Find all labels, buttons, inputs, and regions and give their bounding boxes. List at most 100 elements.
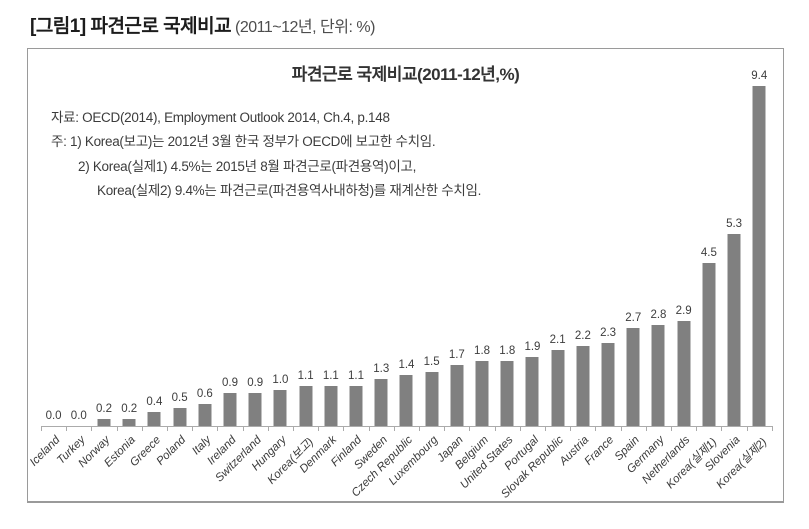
bar [248,393,262,426]
plot-area: 0.0 Iceland 0.0 Turkey 0.2 Norway 0.2 Estonia 0.… [27,70,773,501]
bar-value-label: 1.7 [448,349,465,361]
bar-value-label: 2.2 [574,330,591,342]
bar-slot: 0.6 Italy [190,87,217,457]
axis-tick [469,426,471,431]
bar-slot: 9.4 Korea(실제2) [715,70,773,491]
bar-value-label: 1.0 [272,374,289,386]
bar [273,390,287,426]
bar-value-label: 2.3 [600,327,617,339]
bar-slot: 0.2 Norway [76,87,116,470]
bar [122,419,136,426]
bar [525,357,539,426]
bar [576,346,590,426]
bar-slot: 1.8 Belgium [453,87,494,472]
axis-tick [141,426,143,431]
axis-tick [66,426,68,431]
bar [500,361,514,426]
axis-tick [217,426,219,431]
bar-value-label: 1.5 [423,356,440,368]
axis-tick [746,426,748,431]
bar-value-label: 9.4 [751,70,768,82]
bar-value-label: 0.9 [247,377,264,389]
chart-panel: 파견근로 국제비교(2011-12년,%) 자료: OECD(2014), Em… [27,48,784,503]
axis-tick [696,426,698,431]
bar-slot: 1.1 Denmark [298,87,343,475]
bar [651,325,665,426]
axis-tick [595,426,597,431]
axis-tick [267,426,269,431]
bar [173,408,187,426]
figure-caption: [그림1] 파견근로 국제비교 (2011~12년, 단위: %) [30,11,375,38]
bar-value-label: 2.7 [625,312,642,324]
axis-tick [519,426,521,431]
bar-slot: 5.3 Slovenia [703,87,746,474]
bar [450,365,464,426]
axis-tick [91,426,93,431]
axis-tick [368,426,370,431]
axis-tick [192,426,194,431]
bar-value-label: 0.0 [70,410,87,422]
bar-value-label: 1.4 [398,359,415,371]
bar-slot: 2.3 France [583,87,620,468]
figure-caption-title: [그림1] 파견근로 국제비교 [30,16,232,37]
axis-tick [444,426,446,431]
bar [727,234,741,426]
bar [601,343,615,426]
bar-slot: 0.0 Iceland [27,87,66,469]
bar [551,350,565,426]
bar-slot: 1.1 Korea(보고) [266,87,318,487]
note-line-1: 주: 1) Korea(보고)는 2012년 3월 한국 정부가 OECD에 보… [51,134,436,150]
bar-value-label: 2.1 [549,334,566,346]
axis-tick [393,426,395,431]
bar-value-label: 1.1 [297,370,314,382]
bar-slot: 1.1 Finland [329,87,368,469]
bar-value-label: 2.8 [650,309,667,321]
axis-tick [620,426,622,431]
axis-tick [293,426,295,431]
bar-value-label: 0.6 [196,388,213,400]
bar-value-label: 1.8 [474,345,491,357]
bar-value-label: 0.4 [146,396,163,408]
bar-slot: 0.0 Turkey [55,87,91,467]
bar-value-label: 1.8 [499,345,516,357]
bar-slot: 0.9 Ireland [205,87,242,467]
axis-tick [41,426,42,431]
bar-slot: 2.7 Spain [612,87,646,463]
bar-slot: 1.7 Japan [435,87,469,465]
bar-value-label: 1.1 [348,370,365,382]
bar [475,361,489,426]
bar-value-label: 0.5 [171,392,188,404]
bar [198,404,212,426]
chart-title: 파견근로 국제비교(2011-12년,%) [291,65,520,84]
bar-slot: 2.8 Germany [625,87,671,476]
bar-slot: 0.4 Greece [128,87,167,469]
bar [425,372,439,426]
axis-tick [570,426,572,431]
bar-slot: 1.3 Sweden [352,87,394,472]
bar-value-label: 1.3 [373,363,390,375]
bar [626,328,640,426]
bar-value-label: 0.2 [96,403,112,415]
bar [299,386,313,426]
axis-tick [318,426,320,431]
bar-slot: 1.8 United States [458,87,520,491]
axis-tick [545,426,547,431]
bar-slot: 0.9 Switzerland [213,87,268,485]
bar-slot: 1.4 Czech Republic [349,87,419,499]
axis-tick [645,426,647,431]
axis-tick [494,426,496,431]
bar [349,386,363,426]
bar [374,379,388,426]
bar [752,86,766,426]
bar-slot: 2.1 Slovak Republic [499,87,570,501]
axis-tick [116,426,118,431]
bar [97,419,111,426]
axis-tick [671,426,673,431]
bar-value-label: 2.9 [675,305,692,317]
axis-tick [167,426,169,431]
bar [677,321,691,426]
axis-tick [343,426,345,431]
bar-slot: 2.2 Austria [558,87,595,468]
bar-value-label: 0.0 [45,410,62,422]
bar [324,386,338,426]
